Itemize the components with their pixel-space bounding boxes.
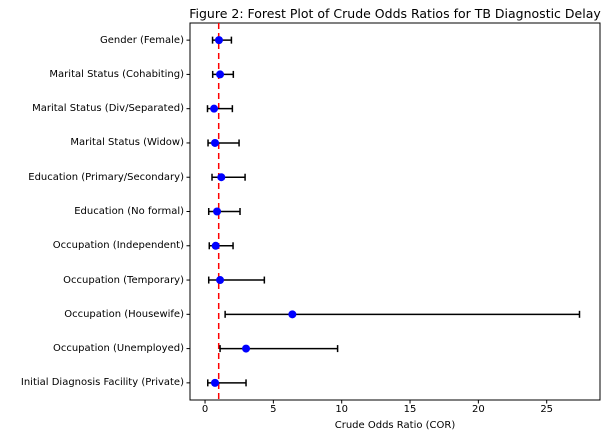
y-axis-label: Marital Status (Cohabiting) bbox=[49, 68, 184, 80]
odds-ratio-marker bbox=[216, 276, 225, 285]
odds-ratio-marker bbox=[242, 344, 251, 353]
odds-ratio-marker bbox=[210, 104, 219, 113]
odds-ratio-marker bbox=[217, 173, 226, 182]
y-axis-label: Initial Diagnosis Facility (Private) bbox=[20, 377, 184, 389]
x-tick-label: 5 bbox=[270, 404, 277, 415]
y-axis-label: Gender (Female) bbox=[100, 34, 184, 46]
x-tick-label: 25 bbox=[540, 404, 554, 415]
y-axis-label: Occupation (Temporary) bbox=[63, 274, 184, 286]
x-tick-label: 10 bbox=[335, 404, 349, 415]
odds-ratio-marker bbox=[288, 310, 297, 319]
x-axis-label: Crude Odds Ratio (COR) bbox=[334, 420, 456, 431]
x-tick-label: 20 bbox=[471, 404, 485, 415]
odds-ratio-marker bbox=[216, 70, 225, 79]
y-axis-label: Occupation (Housewife) bbox=[64, 308, 184, 320]
y-axis-label: Marital Status (Div/Separated) bbox=[32, 103, 184, 115]
odds-ratio-marker bbox=[213, 207, 222, 216]
x-tick-label: 15 bbox=[403, 404, 417, 415]
y-axis-label: Education (Primary/Secondary) bbox=[28, 171, 184, 183]
odds-ratio-marker bbox=[211, 138, 220, 147]
x-tick-label: 0 bbox=[201, 404, 209, 415]
y-axis-label: Marital Status (Widow) bbox=[70, 137, 184, 149]
odds-ratio-marker bbox=[214, 36, 223, 45]
y-axis-label: Education (No formal) bbox=[74, 206, 184, 217]
y-axis-label: Occupation (Unemployed) bbox=[52, 343, 184, 355]
odds-ratio-marker bbox=[211, 241, 220, 250]
axes-frame bbox=[189, 22, 601, 401]
y-axis-label: Occupation (Independent) bbox=[52, 240, 184, 252]
chart-title: Figure 2: Forest Plot of Crude Odds Rati… bbox=[189, 6, 601, 21]
odds-ratio-marker bbox=[211, 378, 220, 387]
